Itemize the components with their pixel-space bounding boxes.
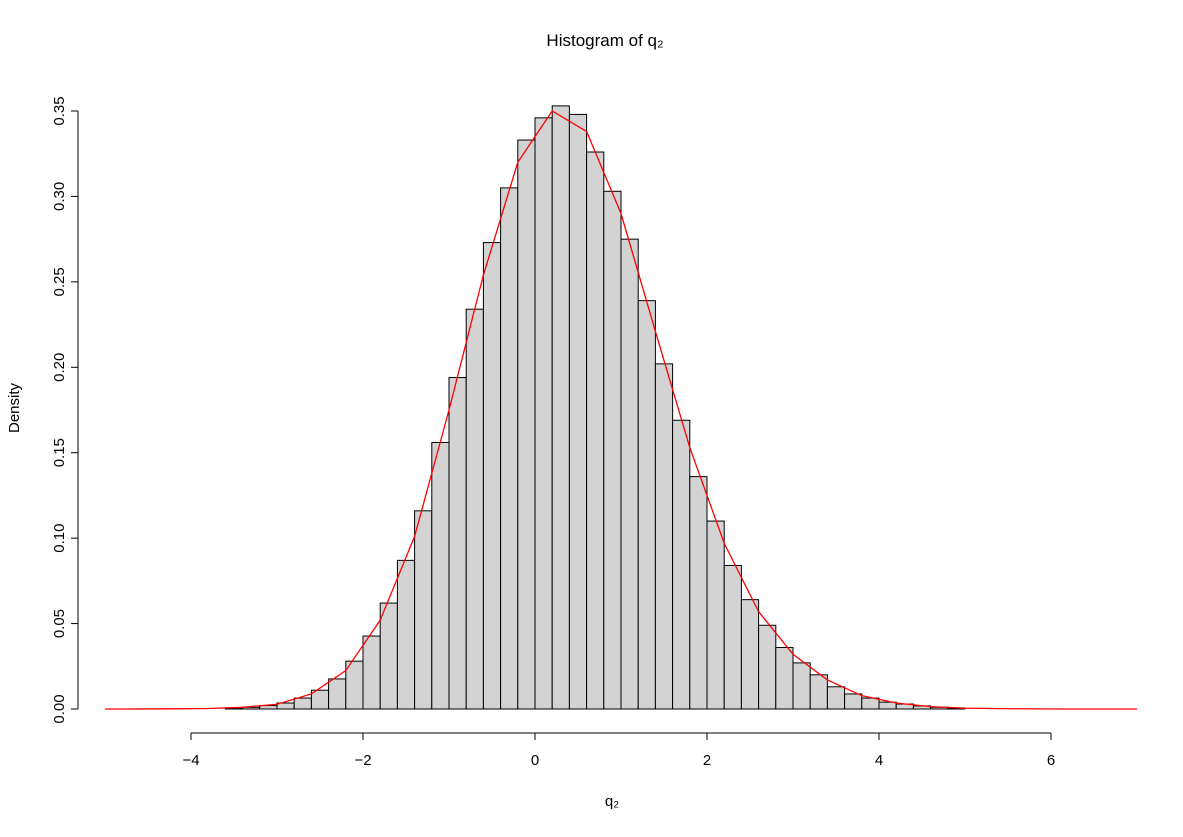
y-tick-label: 0.20 [51,353,68,382]
bar [517,139,536,710]
bar [586,151,605,710]
bar [448,377,467,710]
bar [792,662,811,710]
bar [551,105,570,710]
y-tick-label: 0.25 [51,267,68,296]
bar [878,701,897,710]
y-tick-label: 0.15 [51,438,68,467]
y-axis-label: Density [6,382,23,433]
y-tick-label: 0.00 [51,694,68,723]
bar [500,187,519,710]
x-tick-label: 6 [1047,752,1055,769]
bar [775,646,794,710]
bar [672,419,691,710]
x-tick-label: −4 [182,752,199,769]
bar [740,599,760,710]
bar [654,363,674,710]
x-tick-label: 4 [875,752,883,769]
y-tick-label: 0.35 [51,96,68,125]
bar [758,624,777,710]
bar [809,674,828,710]
bar [345,660,364,710]
x-axis-label: q₂ [605,793,619,810]
bar [603,190,622,710]
bar [826,686,846,710]
chart-title: Histogram of q₂ [546,31,663,50]
bar [465,308,484,710]
bar [861,697,880,710]
bar [637,300,656,710]
y-tick-label: 0.05 [51,609,68,638]
y-tick-label: 0.30 [51,182,68,211]
y-tick-label: 0.10 [51,524,68,553]
bar [723,564,742,710]
bar [534,117,553,710]
bar [310,689,330,710]
bar [362,635,381,710]
bar [844,693,863,710]
bar [689,476,708,710]
bar [293,697,312,710]
x-tick-label: 0 [531,752,539,769]
bar [431,441,450,710]
x-tick-label: 2 [703,752,711,769]
bar [396,559,416,710]
density-curve [104,110,1138,710]
bar [568,113,588,710]
x-tick-label: −2 [354,752,371,769]
bar [379,602,398,710]
bar [706,520,725,710]
bar [620,238,639,710]
bar [414,510,433,710]
bar [482,242,502,710]
bar [328,678,347,710]
